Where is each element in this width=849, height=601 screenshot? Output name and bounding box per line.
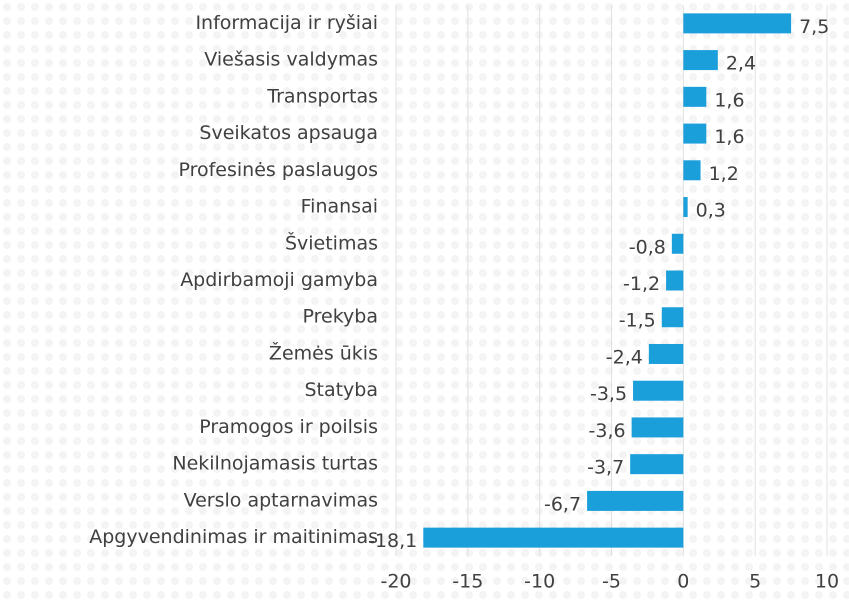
- data-label: -0,8: [629, 236, 666, 258]
- data-label: 1,2: [709, 163, 739, 185]
- data-label: -2,4: [606, 346, 643, 368]
- bar: [648, 343, 684, 364]
- x-tick-label: 10: [815, 571, 839, 593]
- bar: [671, 233, 684, 254]
- data-label: -6,7: [544, 493, 581, 515]
- category-label: Pramogos ir poilsis: [199, 416, 378, 438]
- category-label: Apdirbamoji gamyba: [180, 269, 378, 291]
- bar: [683, 197, 688, 218]
- bar: [630, 454, 684, 475]
- data-label: -3,7: [587, 457, 624, 479]
- data-label: -3,5: [590, 383, 627, 405]
- data-label: 0,3: [696, 200, 726, 222]
- data-label: -1,2: [623, 273, 660, 295]
- bar: [631, 417, 684, 438]
- category-label: Transportas: [266, 85, 378, 107]
- data-label: -1,5: [619, 310, 656, 332]
- category-label: Švietimas: [285, 230, 378, 254]
- bar: [587, 490, 684, 511]
- category-label: Žemės ūkis: [269, 341, 378, 364]
- data-label: 1,6: [714, 89, 744, 111]
- category-label: Finansai: [301, 196, 378, 218]
- bar: [423, 527, 684, 548]
- category-label: Informacija ir ryšiai: [195, 12, 378, 34]
- bar: [683, 50, 718, 71]
- category-label: Statyba: [304, 379, 378, 401]
- category-label: Verslo aptarnavimas: [184, 489, 378, 511]
- data-label: 1,6: [714, 126, 744, 148]
- category-label: Apgyvendinimas ir maitinimas: [89, 526, 378, 548]
- x-tick-label: 0: [677, 571, 689, 593]
- category-label: Sveikatos apsauga: [199, 122, 378, 144]
- data-label: 2,4: [726, 53, 756, 75]
- category-label: Prekyba: [303, 306, 378, 328]
- category-label: Nekilnojamasis turtas: [172, 453, 378, 475]
- x-tick-label: -5: [602, 571, 621, 593]
- data-label: -18,1: [368, 530, 417, 552]
- bar: [683, 86, 707, 107]
- bar: [666, 270, 684, 291]
- category-label: Viešasis valdymas: [204, 49, 378, 71]
- x-tick-label: -10: [524, 571, 555, 593]
- x-tick-label: 5: [749, 571, 761, 593]
- bar: [683, 123, 707, 144]
- category-label: Profesinės paslaugos: [178, 159, 378, 181]
- bar: [683, 13, 792, 34]
- x-tick-label: -20: [380, 571, 411, 593]
- data-label: 7,5: [799, 16, 829, 38]
- bar: [683, 160, 701, 181]
- bar: [661, 307, 684, 328]
- data-label: -3,6: [589, 420, 626, 442]
- x-tick-label: -15: [452, 571, 483, 593]
- bar: [633, 380, 684, 401]
